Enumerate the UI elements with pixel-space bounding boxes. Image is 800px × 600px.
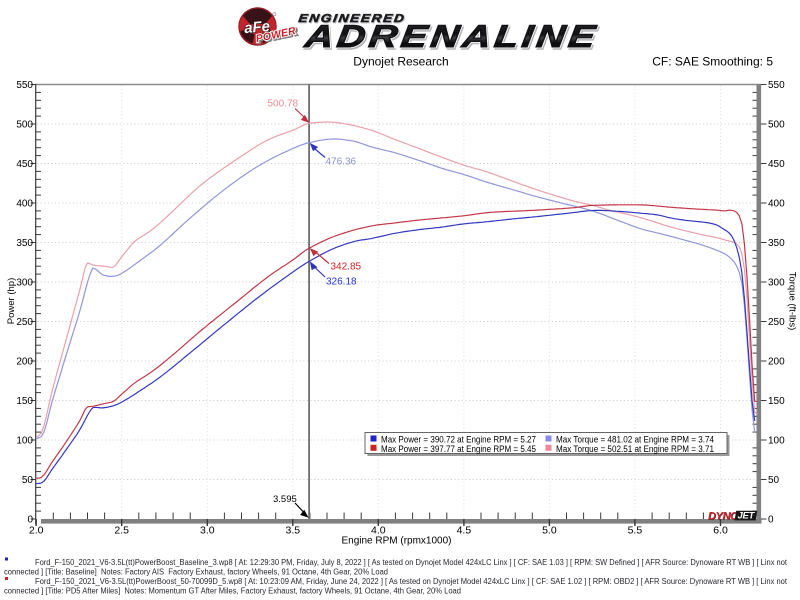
- svg-text:350: 350: [768, 238, 785, 249]
- svg-text:Max Power = 390.72 at Engine R: Max Power = 390.72 at Engine RPM = 5.27: [381, 435, 536, 445]
- svg-text:CF: SAE Smoothing: 5: CF: SAE Smoothing: 5: [652, 55, 773, 69]
- svg-text:450: 450: [768, 159, 785, 170]
- svg-text:250: 250: [16, 317, 33, 328]
- svg-text:2.5: 2.5: [114, 525, 129, 537]
- svg-text:aFe: aFe: [243, 18, 270, 37]
- svg-text:Max Torque = 502.51 at Engine: Max Torque = 502.51 at Engine RPM = 3.71: [556, 444, 714, 454]
- svg-text:5.5: 5.5: [628, 525, 643, 537]
- svg-text:4.0: 4.0: [371, 525, 386, 537]
- svg-text:450: 450: [16, 159, 33, 170]
- svg-text:6.0: 6.0: [713, 525, 728, 537]
- svg-text:Max Torque = 481.02 at Engine: Max Torque = 481.02 at Engine RPM = 3.74: [556, 435, 714, 445]
- svg-text:Dynojet Research: Dynojet Research: [353, 55, 448, 69]
- svg-text:ENGINEERED: ENGINEERED: [298, 13, 407, 25]
- svg-text:ENGINEERED: ENGINEERED: [298, 14, 407, 26]
- svg-text:DYNO: DYNO: [709, 511, 740, 523]
- svg-text:500.78: 500.78: [268, 99, 299, 110]
- svg-text:326.18: 326.18: [326, 277, 357, 288]
- svg-text:350: 350: [16, 238, 33, 249]
- svg-text:2.0: 2.0: [29, 525, 44, 537]
- svg-text:0: 0: [768, 515, 774, 526]
- svg-text:5.0: 5.0: [542, 525, 557, 537]
- svg-text:500: 500: [768, 120, 785, 131]
- svg-text:4.5: 4.5: [457, 525, 472, 537]
- svg-text:300: 300: [16, 278, 33, 289]
- svg-text:300: 300: [768, 278, 785, 289]
- svg-text:JET: JET: [738, 511, 756, 522]
- svg-text:0: 0: [27, 515, 33, 526]
- svg-text:Ford_F-150_2021_V6-3.5L(tt)Pow: Ford_F-150_2021_V6-3.5L(tt)PowerBoost_50…: [35, 577, 788, 586]
- svg-text:150: 150: [768, 396, 785, 407]
- svg-text:476.36: 476.36: [326, 157, 357, 168]
- svg-text:connected ] [Title: PD5 After: connected ] [Title: PD5 After Miles] Not…: [4, 587, 461, 596]
- svg-text:Engine RPM (rpmx1000): Engine RPM (rpmx1000): [341, 536, 451, 547]
- svg-text:3.0: 3.0: [200, 525, 215, 537]
- svg-text:3.595: 3.595: [273, 494, 297, 505]
- svg-text:Ford_F-150_2021_V6-3.5L(tt)Pow: Ford_F-150_2021_V6-3.5L(tt)PowerBoost_Ba…: [35, 558, 788, 567]
- svg-text:3.5: 3.5: [285, 525, 300, 537]
- svg-text:150: 150: [16, 396, 33, 407]
- svg-text:Torque (ft-lbs): Torque (ft-lbs): [787, 272, 798, 331]
- svg-text:100: 100: [16, 436, 33, 447]
- svg-text:500: 500: [16, 120, 33, 131]
- svg-text:400: 400: [16, 199, 33, 210]
- svg-text:100: 100: [768, 436, 785, 447]
- svg-text:550: 550: [16, 80, 33, 91]
- svg-text:550: 550: [768, 80, 785, 91]
- svg-text:50: 50: [768, 475, 780, 486]
- svg-text:200: 200: [768, 357, 785, 368]
- svg-text:250: 250: [768, 317, 785, 328]
- svg-text:400: 400: [768, 199, 785, 210]
- svg-text:Max Power = 397.77 at Engine R: Max Power = 397.77 at Engine RPM = 5.45: [381, 444, 536, 454]
- svg-text:ADRENALINE: ADRENALINE: [302, 18, 601, 54]
- svg-text:50: 50: [22, 475, 34, 486]
- svg-text:connected ] [Title: Baseline]: connected ] [Title: Baseline] Notes: Fac…: [4, 568, 388, 577]
- svg-text:DYNO: DYNO: [708, 511, 739, 523]
- svg-text:200: 200: [16, 357, 33, 368]
- svg-text:342.85: 342.85: [331, 262, 362, 273]
- svg-text:ADRENALINE: ADRENALINE: [303, 20, 602, 56]
- svg-text:Power (hp): Power (hp): [6, 278, 17, 324]
- svg-text:ADRENALINE: ADRENALINE: [302, 18, 601, 54]
